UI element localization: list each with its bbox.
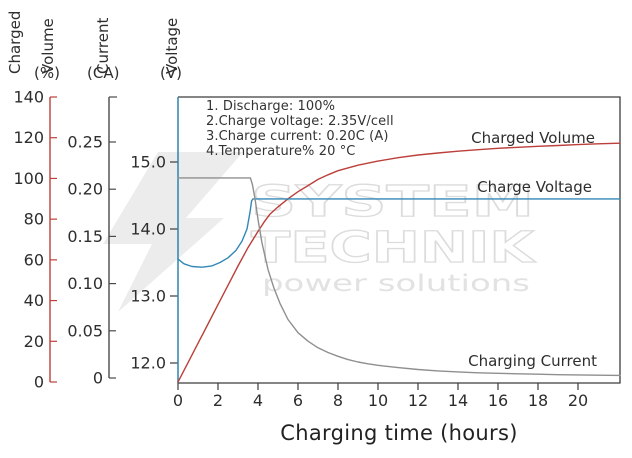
volume-tick-label: 20 — [24, 332, 44, 351]
watermark: SYSTEM TECHNIK power solutions — [103, 152, 537, 312]
x-tick-label: 6 — [293, 391, 303, 410]
current-tick-label: 0.05 — [67, 321, 103, 340]
volume-tick-label: 80 — [24, 210, 44, 229]
x-tick-label: 8 — [333, 391, 343, 410]
charge-voltage-curve — [177, 198, 621, 268]
charged-volume-curve — [177, 142, 621, 383]
current-tick-label: 0.20 — [67, 180, 103, 199]
volume-axis-title-line1: Charged — [6, 10, 24, 74]
current-axis-unit: (CA) — [87, 64, 120, 82]
volume-tick-label: 100 — [13, 169, 44, 188]
x-tick-label: 10 — [368, 391, 388, 410]
charged-volume-label: Charged Volume — [471, 129, 595, 147]
x-tick-label: 20 — [568, 391, 588, 410]
volume-tick-label: 140 — [13, 88, 44, 107]
volume-tick-label: 40 — [24, 291, 44, 310]
x-tick-label: 16 — [488, 391, 508, 410]
current-tick-label: 0.25 — [67, 133, 103, 152]
volume-tick-label: 60 — [24, 250, 44, 269]
x-tick-label: 2 — [213, 391, 223, 410]
voltage-tick-label: 13.0 — [130, 287, 166, 306]
plot-border — [178, 96, 621, 384]
curves-layer — [177, 142, 621, 383]
axes-layer: 02040608010012014000.050.100.150.200.251… — [13, 88, 621, 410]
charging-current-label: Charging Current — [468, 352, 597, 370]
charge-voltage-label: Charge Voltage — [477, 178, 592, 196]
voltage-tick-label: 14.0 — [130, 220, 166, 239]
current-tick-label: 0 — [93, 369, 103, 388]
chart-condition-4: 4.Temperature% 20 °C — [206, 144, 356, 159]
voltage-axis-unit: (V) — [160, 64, 182, 82]
x-tick-label: 18 — [528, 391, 548, 410]
current-tick-label: 0.15 — [67, 227, 103, 246]
chart-condition-3: 3.Charge current: 0.20C (A) — [206, 129, 389, 144]
x-tick-label: 0 — [173, 391, 183, 410]
chart-condition-1: 1. Discharge: 100% — [206, 99, 336, 114]
volume-tick-label: 0 — [34, 373, 44, 392]
x-tick-label: 12 — [408, 391, 428, 410]
chart-condition-2: 2.Charge voltage: 2.35V/cell — [206, 114, 394, 129]
watermark-logo-icon — [103, 152, 243, 312]
x-tick-label: 4 — [253, 391, 263, 410]
watermark-line3: power solutions — [262, 271, 530, 297]
voltage-tick-label: 15.0 — [130, 153, 166, 172]
x-tick-label: 14 — [448, 391, 468, 410]
volume-tick-label: 120 — [13, 128, 44, 147]
charging-current-curve — [177, 177, 621, 377]
x-axis-title: Charging time (hours) — [280, 421, 518, 445]
voltage-tick-label: 12.0 — [130, 354, 166, 373]
watermark-line1: SYSTEM — [251, 177, 534, 227]
volume-axis-unit: (%) — [34, 64, 60, 82]
current-tick-label: 0.10 — [67, 274, 103, 293]
watermark-line2: TECHNIK — [251, 223, 536, 273]
